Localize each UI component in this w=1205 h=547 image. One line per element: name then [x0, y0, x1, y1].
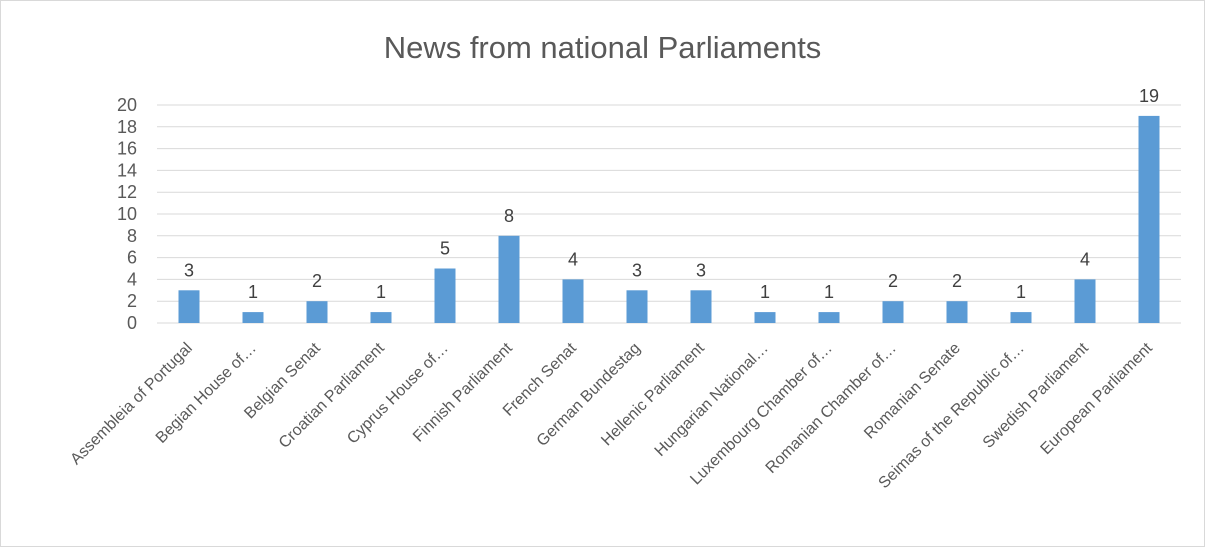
gridlines — [157, 104, 1181, 324]
bar — [1074, 279, 1096, 323]
bar — [754, 312, 776, 323]
y-tick-label: 2 — [127, 291, 137, 311]
bar — [370, 312, 392, 323]
data-label: 2 — [888, 271, 898, 291]
data-label: 3 — [184, 260, 194, 280]
data-label: 3 — [696, 260, 706, 280]
y-tick-label: 14 — [117, 160, 137, 180]
data-labels: 3 1 2 1 5 8 4 3 3 1 1 2 2 1 4 19 — [184, 86, 1159, 302]
bar — [562, 279, 584, 323]
data-label: 2 — [312, 271, 322, 291]
y-tick-label: 4 — [127, 269, 137, 289]
data-label: 19 — [1139, 86, 1159, 106]
data-label: 4 — [1080, 249, 1090, 269]
data-label: 8 — [504, 206, 514, 226]
y-tick-label: 18 — [117, 117, 137, 137]
bar — [242, 312, 264, 323]
bar — [690, 290, 712, 323]
bar — [1138, 115, 1160, 324]
y-tick-label: 16 — [117, 139, 137, 159]
y-tick-label: 6 — [127, 248, 137, 268]
category-label: Hungarian National… — [652, 340, 772, 460]
bar — [882, 301, 904, 323]
bar — [946, 301, 968, 323]
bar — [626, 290, 648, 323]
bar — [498, 235, 520, 323]
bars — [178, 115, 1160, 324]
category-label: Romanian Chamber of… — [763, 340, 900, 477]
data-label: 1 — [248, 282, 258, 302]
data-label: 3 — [632, 260, 642, 280]
data-label: 2 — [952, 271, 962, 291]
chart-title: News from national Parliaments — [383, 30, 822, 65]
bar — [306, 301, 328, 323]
data-label: 5 — [440, 239, 450, 259]
data-label: 1 — [376, 282, 386, 302]
y-tick-label: 12 — [117, 182, 137, 202]
y-tick-label: 0 — [127, 313, 137, 333]
y-tick-label: 20 — [117, 95, 137, 115]
category-label: European Parliament — [1038, 339, 1157, 458]
bar — [434, 268, 456, 323]
data-label: 1 — [1016, 282, 1026, 302]
y-tick-label: 10 — [117, 204, 137, 224]
bar — [178, 290, 200, 323]
category-label: Swedish Parliament — [980, 339, 1092, 451]
category-label: Croatian Parliament — [276, 339, 388, 451]
bar — [1010, 312, 1032, 323]
y-tick-label: 8 — [127, 226, 137, 246]
data-label: 4 — [568, 249, 578, 269]
bar — [818, 312, 840, 323]
data-label: 1 — [760, 282, 770, 302]
data-label: 1 — [824, 282, 834, 302]
category-label: Assembleia of Portugal — [67, 340, 195, 468]
